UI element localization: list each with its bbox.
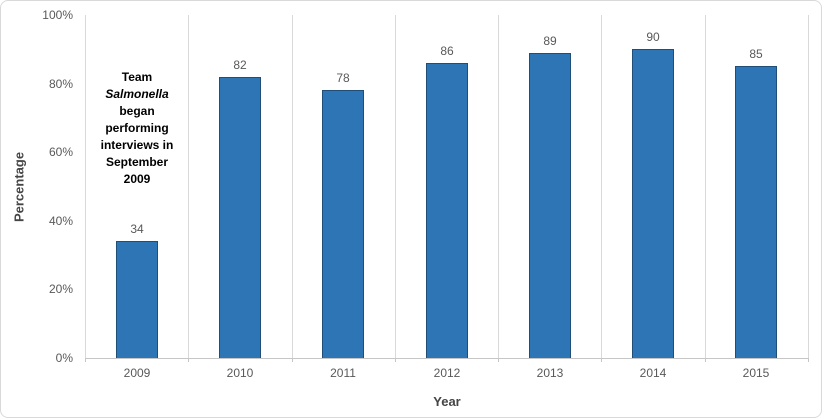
bar	[632, 49, 674, 358]
bar	[426, 63, 468, 358]
x-tick-label: 2015	[742, 366, 770, 380]
gridline	[395, 15, 396, 358]
gridline	[705, 15, 706, 358]
annotation-line: 2009	[123, 172, 151, 186]
annotation-text: Team Salmonella began performing interviews …	[81, 69, 193, 188]
x-tick-label: 2010	[226, 366, 254, 380]
y-tick-label: 40%	[48, 214, 73, 228]
y-tick-label: 80%	[48, 77, 73, 91]
y-tick-label: 60%	[48, 145, 73, 159]
bar-value-label: 78	[336, 71, 350, 85]
bar	[735, 66, 777, 358]
x-tick-label: 2014	[639, 366, 667, 380]
annotation-line: September	[105, 155, 169, 169]
gridline	[601, 15, 602, 358]
annotation-line: Salmonella	[105, 87, 169, 101]
x-axis-tick	[188, 358, 189, 362]
bar	[529, 53, 571, 358]
bar-value-label: 90	[646, 30, 660, 44]
x-axis-title: Year	[433, 394, 461, 409]
y-tick-label: 100%	[42, 8, 73, 22]
bar-value-label: 82	[233, 58, 247, 72]
gridline	[85, 15, 86, 358]
gridline	[188, 15, 189, 358]
x-axis-tick	[292, 358, 293, 362]
bar-value-label: 86	[440, 44, 454, 58]
x-tick-label: 2012	[433, 366, 461, 380]
bar-value-label: 89	[543, 34, 557, 48]
x-axis-line	[85, 358, 808, 359]
annotation-line: began	[119, 104, 155, 118]
bar-value-label: 34	[130, 222, 144, 236]
x-tick-label: 2011	[330, 366, 356, 380]
y-tick-label: 0%	[55, 351, 73, 365]
plot-area: 34 82 78 86 89 90 85	[85, 15, 809, 362]
gridline	[498, 15, 499, 358]
y-tick-label: 20%	[48, 282, 73, 296]
x-axis-tick	[395, 358, 396, 362]
x-axis-tick	[85, 358, 86, 362]
annotation-line: Team	[121, 70, 153, 84]
x-axis-tick	[705, 358, 706, 362]
x-axis-tick	[601, 358, 602, 362]
gridline	[808, 15, 809, 358]
bar	[219, 77, 261, 358]
bar	[322, 90, 364, 358]
y-axis-title: Percentage	[11, 151, 27, 223]
x-tick-label: 2009	[123, 366, 151, 380]
annotation-line: interviews in	[100, 138, 174, 152]
gridline	[292, 15, 293, 358]
bar-value-label: 85	[749, 47, 763, 61]
annotation-line: performing	[105, 121, 169, 135]
x-axis-tick	[498, 358, 499, 362]
bar	[116, 241, 158, 358]
x-axis-tick	[808, 358, 809, 362]
x-tick-label: 2013	[536, 366, 564, 380]
